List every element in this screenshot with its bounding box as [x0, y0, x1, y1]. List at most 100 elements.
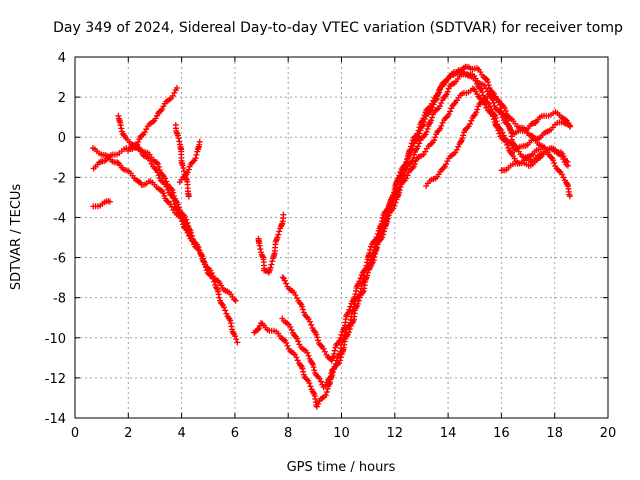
- data-point: [459, 135, 466, 142]
- data-point: [155, 161, 162, 168]
- data-point: [208, 270, 215, 277]
- data-point: [483, 85, 490, 92]
- data-point: [434, 93, 441, 100]
- data-point: [308, 321, 315, 328]
- data-point: [158, 187, 165, 194]
- data-point: [222, 307, 229, 314]
- data-point: [367, 263, 374, 270]
- data-point: [317, 378, 324, 385]
- data-point: [474, 106, 481, 113]
- data-point: [384, 218, 391, 225]
- data-point: [338, 354, 345, 361]
- data-point: [284, 342, 291, 349]
- data-point: [175, 135, 182, 142]
- data-point: [428, 117, 435, 124]
- y-tick-label: 4: [58, 51, 66, 66]
- data-point: [160, 103, 167, 110]
- data-point: [163, 178, 170, 185]
- data-point: [232, 333, 239, 340]
- data-point: [385, 202, 392, 209]
- data-point: [438, 100, 445, 107]
- y-axis-label: SDTVAR / TECUs: [9, 184, 24, 291]
- data-point: [160, 190, 167, 197]
- data-point: [500, 111, 507, 118]
- data-point: [396, 186, 403, 193]
- data-point: [490, 116, 497, 123]
- data-point: [415, 133, 422, 140]
- data-point: [551, 159, 558, 166]
- data-point: [431, 137, 438, 144]
- data-point: [327, 374, 334, 381]
- data-point: [174, 201, 181, 208]
- data-point: [480, 92, 487, 99]
- data-point: [194, 243, 201, 250]
- data-point: [135, 178, 142, 185]
- data-point: [483, 75, 490, 82]
- data-point: [181, 168, 188, 175]
- data-point: [385, 212, 392, 219]
- data-point: [307, 383, 314, 390]
- data-point: [311, 367, 318, 374]
- data-point: [306, 318, 313, 325]
- data-point: [364, 272, 371, 279]
- data-point: [374, 230, 381, 237]
- data-point: [379, 214, 386, 221]
- data-point: [322, 392, 329, 399]
- data-point: [106, 198, 113, 205]
- data-point: [489, 113, 496, 120]
- x-tick-label: 18: [546, 426, 563, 441]
- data-point: [473, 109, 480, 116]
- y-tick-label: -2: [53, 171, 66, 186]
- data-point: [391, 202, 398, 209]
- data-point: [192, 155, 199, 162]
- data-point: [550, 157, 557, 164]
- data-point: [380, 228, 387, 235]
- data-point: [316, 375, 323, 382]
- data-point: [428, 107, 435, 114]
- data-point: [186, 226, 193, 233]
- data-point: [323, 389, 330, 396]
- data-point: [487, 109, 494, 116]
- data-point: [396, 173, 403, 180]
- data-point: [432, 134, 439, 141]
- data-point: [213, 285, 220, 292]
- data-point: [508, 149, 515, 156]
- data-point: [416, 130, 423, 137]
- data-point: [155, 163, 162, 170]
- x-tick-label: 6: [231, 426, 239, 441]
- data-point: [408, 146, 415, 153]
- data-point: [350, 297, 357, 304]
- data-point: [421, 115, 428, 122]
- data-point: [499, 129, 506, 136]
- data-point: [347, 303, 354, 310]
- data-point: [496, 130, 503, 137]
- data-point: [313, 331, 320, 338]
- x-tick-label: 4: [177, 426, 185, 441]
- data-point: [234, 339, 241, 346]
- data-point: [314, 334, 321, 341]
- data-point: [419, 122, 426, 129]
- data-point: [497, 104, 504, 111]
- data-point: [400, 178, 407, 185]
- data-point: [257, 246, 264, 253]
- data-point: [196, 138, 203, 145]
- data-point: [426, 120, 433, 127]
- x-tick-label: 0: [71, 426, 79, 441]
- data-point: [170, 189, 177, 196]
- y-tick-label: 0: [58, 131, 66, 146]
- data-point: [413, 136, 420, 143]
- data-point: [135, 138, 142, 145]
- data-point: [497, 101, 504, 108]
- data-point: [193, 151, 200, 158]
- data-point: [199, 255, 206, 262]
- data-point: [453, 146, 460, 153]
- data-point: [407, 149, 414, 156]
- data-point: [183, 216, 190, 223]
- data-point: [504, 117, 511, 124]
- series-6: [176, 138, 203, 186]
- x-tick-label: 10: [333, 426, 350, 441]
- data-point: [353, 304, 360, 311]
- data-point: [185, 166, 192, 173]
- data-point: [288, 326, 295, 333]
- data-point: [300, 368, 307, 375]
